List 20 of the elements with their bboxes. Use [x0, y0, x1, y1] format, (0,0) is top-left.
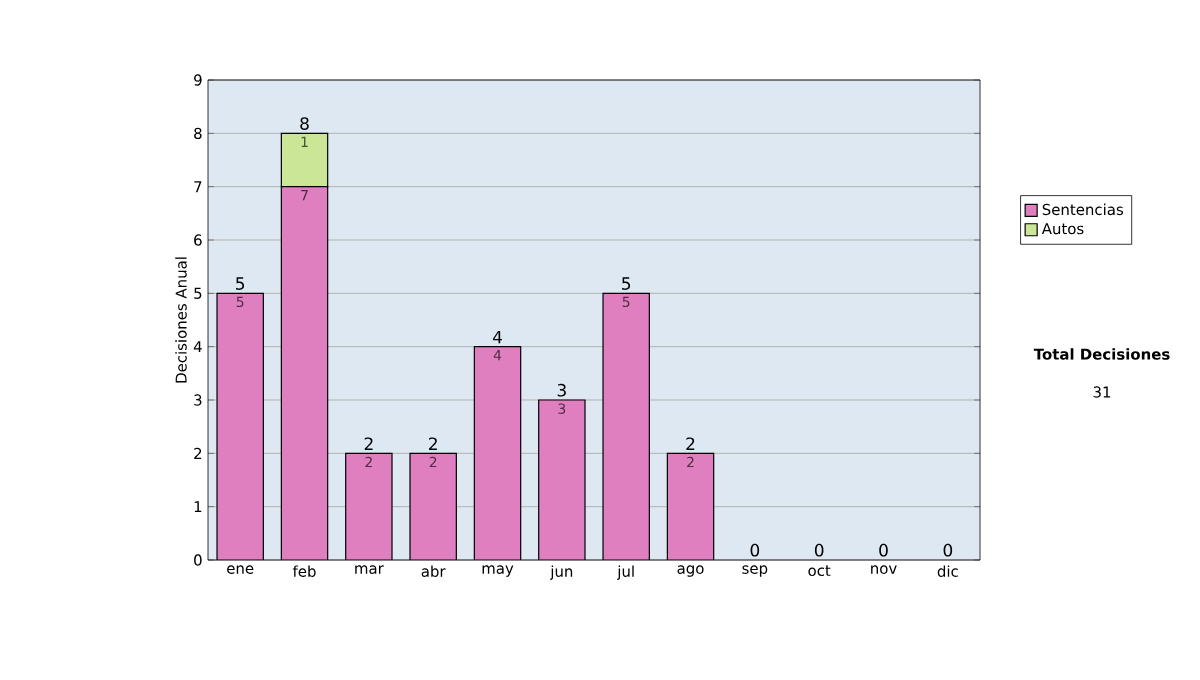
total-label: 2 [429, 437, 437, 450]
bar [216, 292, 264, 560]
bar [666, 452, 715, 560]
total-label: 0 [943, 543, 953, 557]
total-label: 8 [300, 117, 309, 130]
total-label: 0 [814, 543, 824, 557]
total-label: 5 [236, 277, 245, 290]
total-label: 0 [750, 543, 760, 557]
total-label: 2 [364, 437, 373, 450]
bar [345, 452, 393, 560]
bar [538, 399, 586, 560]
total-label: 2 [686, 437, 695, 450]
bar [280, 186, 329, 560]
total-label: 0 [879, 543, 888, 557]
total-label: 3 [557, 383, 566, 397]
bar [602, 292, 650, 560]
total-label: 4 [492, 330, 502, 344]
bar [473, 346, 522, 560]
total-label: 5 [622, 277, 631, 290]
bar [409, 452, 457, 560]
